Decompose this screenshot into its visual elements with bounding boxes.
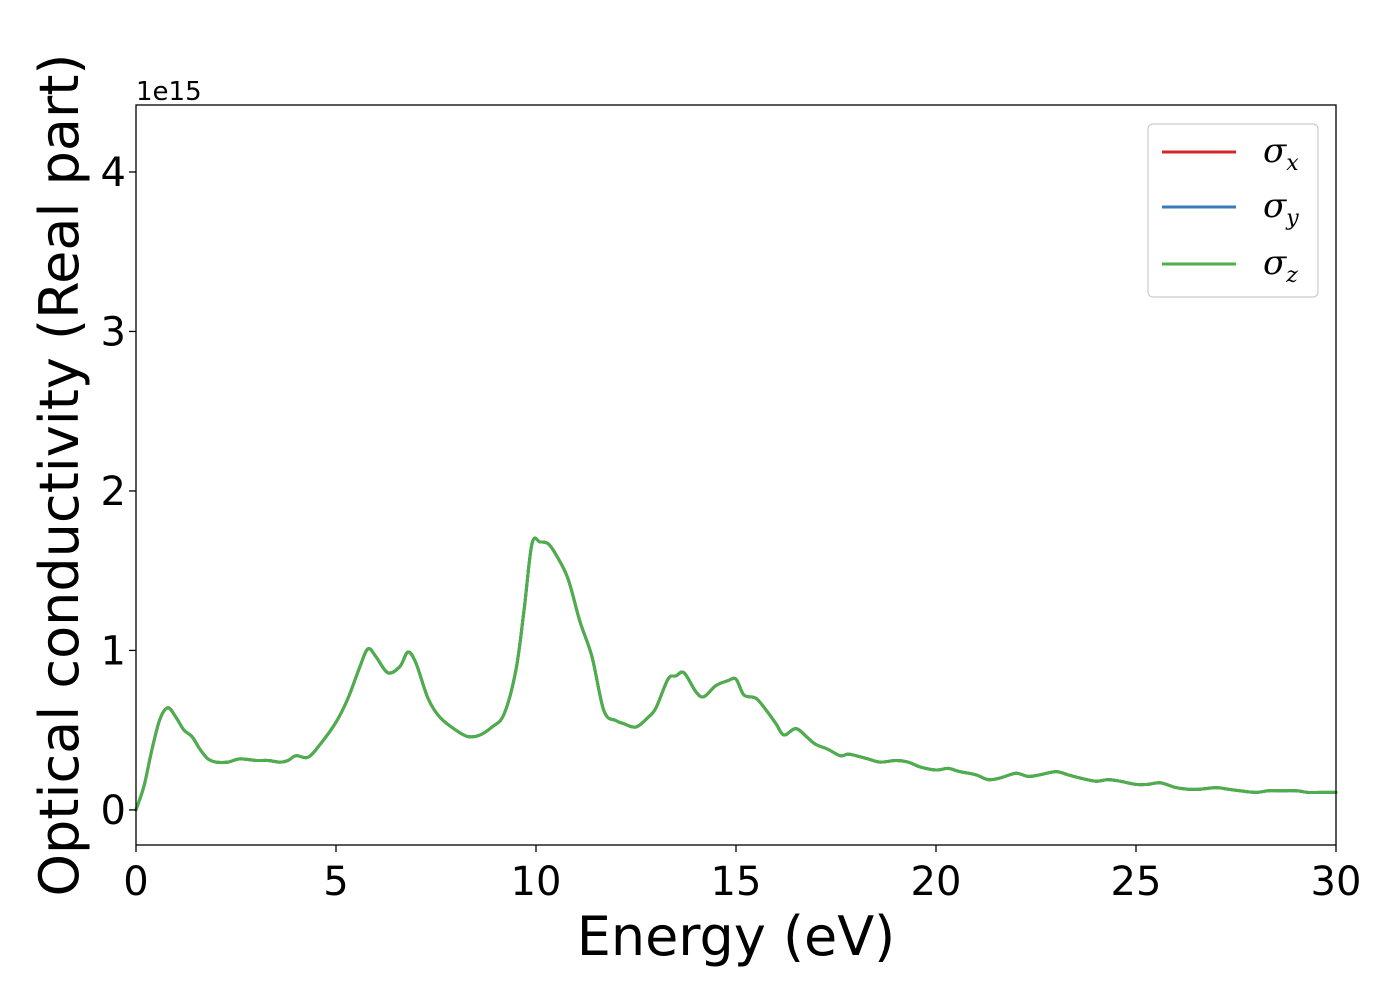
series-line-sigma-x [134, 536, 1338, 812]
legend-frame [1147, 123, 1319, 298]
y-axis-ticks: 0 1 2 3 4 [101, 150, 136, 834]
x-tick-label: 15 [711, 859, 762, 905]
x-tick-label: 0 [123, 859, 148, 905]
x-tick-label: 10 [511, 859, 562, 905]
x-axis-title: Energy (eV) [577, 905, 896, 968]
y-axis-offset-label: 1e15 [136, 77, 202, 107]
y-axis-title: Optical conductivity (Real part) [28, 54, 91, 897]
legend-label-sigma-y: σy [1263, 186, 1299, 231]
series-layer [134, 536, 1338, 812]
legend-label-sigma-z: σz [1263, 243, 1298, 288]
x-tick-label: 25 [1111, 859, 1162, 905]
y-tick-label: 1 [101, 628, 126, 674]
x-axis-ticks: 0 5 10 15 20 25 30 [123, 845, 1361, 905]
y-tick-label: 4 [101, 150, 126, 196]
legend-label-sigma-x: σx [1263, 131, 1299, 176]
x-tick-label: 30 [1311, 859, 1362, 905]
y-tick-label: 0 [101, 788, 126, 834]
series-line-sigma-y [134, 536, 1338, 812]
y-tick-label: 2 [101, 469, 126, 515]
x-tick-label: 5 [323, 859, 348, 905]
legend: σx σy σz [1147, 123, 1319, 298]
x-tick-label: 20 [911, 859, 962, 905]
legend-entries: σx σy σz [1162, 131, 1299, 288]
series-line-sigma-z [134, 536, 1338, 812]
y-tick-label: 3 [101, 309, 126, 355]
